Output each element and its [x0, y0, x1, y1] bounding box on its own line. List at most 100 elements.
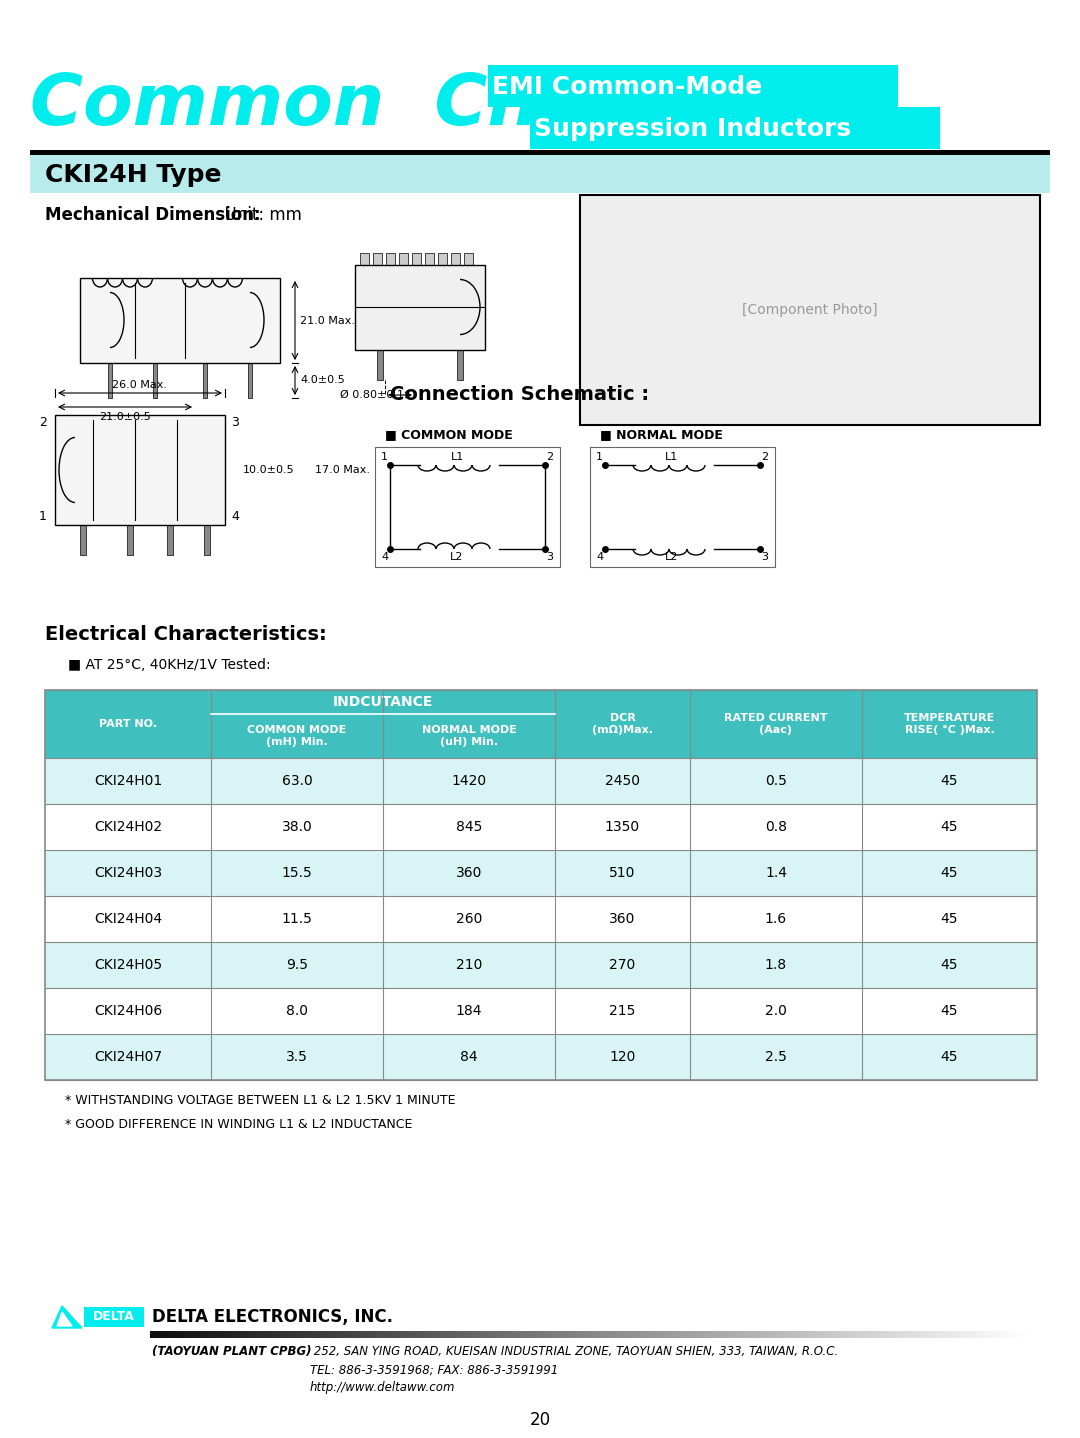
- Text: 2: 2: [761, 452, 768, 462]
- Bar: [45, 942, 1037, 988]
- Text: Connection Schematic :: Connection Schematic :: [390, 385, 649, 404]
- Text: 845: 845: [456, 820, 482, 834]
- Text: 210: 210: [456, 958, 482, 972]
- Bar: [45, 690, 1037, 758]
- Text: 0.8: 0.8: [765, 820, 787, 834]
- Polygon shape: [52, 1306, 82, 1329]
- Bar: [438, 253, 447, 265]
- Bar: [45, 988, 1037, 1034]
- Text: 184: 184: [456, 1004, 483, 1018]
- Bar: [457, 349, 463, 380]
- Text: Unit: mm: Unit: mm: [214, 206, 302, 224]
- Text: 11.5: 11.5: [282, 912, 312, 926]
- Text: 270: 270: [609, 958, 636, 972]
- Text: 45: 45: [941, 774, 958, 788]
- Text: INDCUTANCE: INDCUTANCE: [333, 695, 433, 709]
- Text: CKI24H Type: CKI24H Type: [45, 162, 221, 187]
- Text: 45: 45: [941, 912, 958, 926]
- Text: 2: 2: [39, 417, 46, 430]
- Text: L1: L1: [450, 452, 463, 462]
- Text: Ø 0.80±0.1: Ø 0.80±0.1: [340, 390, 404, 400]
- Text: [Component Photo]: [Component Photo]: [742, 303, 878, 316]
- Bar: [80, 278, 280, 362]
- Text: DCR
(mΩ)Max.: DCR (mΩ)Max.: [592, 713, 653, 735]
- Text: Common  Chokes: Common Chokes: [30, 70, 726, 139]
- Bar: [153, 362, 157, 398]
- Bar: [248, 362, 252, 398]
- Text: 1420: 1420: [451, 774, 487, 788]
- Bar: [530, 106, 940, 150]
- Bar: [45, 896, 1037, 942]
- Text: ■ COMMON MODE: ■ COMMON MODE: [384, 429, 513, 441]
- Text: 9.5: 9.5: [286, 958, 308, 972]
- Polygon shape: [57, 1311, 72, 1326]
- Text: 1.6: 1.6: [765, 912, 787, 926]
- Bar: [55, 416, 225, 525]
- Text: L1: L1: [665, 452, 678, 462]
- Text: 45: 45: [941, 866, 958, 880]
- Text: 4.0±0.5: 4.0±0.5: [300, 375, 345, 385]
- Text: * WITHSTANDING VOLTAGE BETWEEN L1 & L2 1.5KV 1 MINUTE: * WITHSTANDING VOLTAGE BETWEEN L1 & L2 1…: [65, 1093, 456, 1106]
- Text: 1: 1: [381, 452, 388, 462]
- Text: 45: 45: [941, 958, 958, 972]
- Bar: [464, 253, 473, 265]
- Text: PART NO.: PART NO.: [99, 719, 157, 729]
- Text: 120: 120: [609, 1050, 636, 1064]
- Text: DELTA: DELTA: [93, 1310, 135, 1323]
- Bar: [167, 525, 173, 555]
- Text: 63.0: 63.0: [282, 774, 312, 788]
- Text: 20: 20: [529, 1411, 551, 1429]
- Text: ■ NORMAL MODE: ■ NORMAL MODE: [600, 429, 723, 441]
- Text: 38.0: 38.0: [282, 820, 312, 834]
- Bar: [375, 447, 561, 567]
- Bar: [45, 690, 1037, 1080]
- Bar: [80, 525, 86, 555]
- Text: 10.0±0.5: 10.0±0.5: [243, 464, 295, 475]
- Bar: [399, 253, 408, 265]
- Text: CKI24H06: CKI24H06: [94, 1004, 162, 1018]
- Text: CKI24H07: CKI24H07: [94, 1050, 162, 1064]
- Bar: [45, 804, 1037, 850]
- Bar: [411, 253, 421, 265]
- Bar: [355, 265, 485, 349]
- Text: 15.5: 15.5: [282, 866, 312, 880]
- Text: 8.0: 8.0: [286, 1004, 308, 1018]
- Text: DELTA ELECTRONICS, INC.: DELTA ELECTRONICS, INC.: [152, 1309, 393, 1326]
- Bar: [45, 1034, 1037, 1080]
- Text: (TAOYUAN PLANT CPBG): (TAOYUAN PLANT CPBG): [152, 1346, 311, 1359]
- Bar: [426, 253, 434, 265]
- Text: http://www.deltaww.com: http://www.deltaww.com: [310, 1382, 456, 1395]
- Text: COMMON MODE
(mH) Min.: COMMON MODE (mH) Min.: [247, 725, 347, 748]
- Text: 2450: 2450: [605, 774, 640, 788]
- Bar: [204, 525, 210, 555]
- Text: CKI24H04: CKI24H04: [94, 912, 162, 926]
- Text: 2.5: 2.5: [765, 1050, 787, 1064]
- Text: CKI24H01: CKI24H01: [94, 774, 162, 788]
- Text: NORMAL MODE
(uH) Min.: NORMAL MODE (uH) Min.: [421, 725, 516, 748]
- Bar: [30, 155, 1050, 193]
- Bar: [451, 253, 460, 265]
- Bar: [203, 362, 207, 398]
- Text: 510: 510: [609, 866, 636, 880]
- Bar: [30, 150, 1050, 155]
- Text: 1.4: 1.4: [765, 866, 787, 880]
- Text: 1: 1: [596, 452, 603, 462]
- Text: 17.0 Max.: 17.0 Max.: [315, 464, 370, 475]
- Text: 215: 215: [609, 1004, 636, 1018]
- Text: 360: 360: [456, 866, 482, 880]
- Text: TEL: 886-3-3591968; FAX: 886-3-3591991: TEL: 886-3-3591968; FAX: 886-3-3591991: [310, 1363, 558, 1376]
- Text: 3: 3: [546, 552, 553, 562]
- Bar: [45, 758, 1037, 804]
- Text: 45: 45: [941, 1004, 958, 1018]
- Text: Suppression Inductors: Suppression Inductors: [534, 116, 851, 141]
- Text: 3.5: 3.5: [286, 1050, 308, 1064]
- Text: 4: 4: [596, 552, 603, 562]
- Text: Electrical Characteristics:: Electrical Characteristics:: [45, 626, 327, 644]
- Bar: [590, 447, 775, 567]
- Bar: [386, 253, 395, 265]
- Bar: [127, 525, 133, 555]
- Text: 45: 45: [941, 1050, 958, 1064]
- Text: * GOOD DIFFERENCE IN WINDING L1 & L2 INDUCTANCE: * GOOD DIFFERENCE IN WINDING L1 & L2 IND…: [65, 1117, 413, 1130]
- Text: 2.0: 2.0: [765, 1004, 787, 1018]
- Text: EMI Common-Mode: EMI Common-Mode: [492, 75, 762, 99]
